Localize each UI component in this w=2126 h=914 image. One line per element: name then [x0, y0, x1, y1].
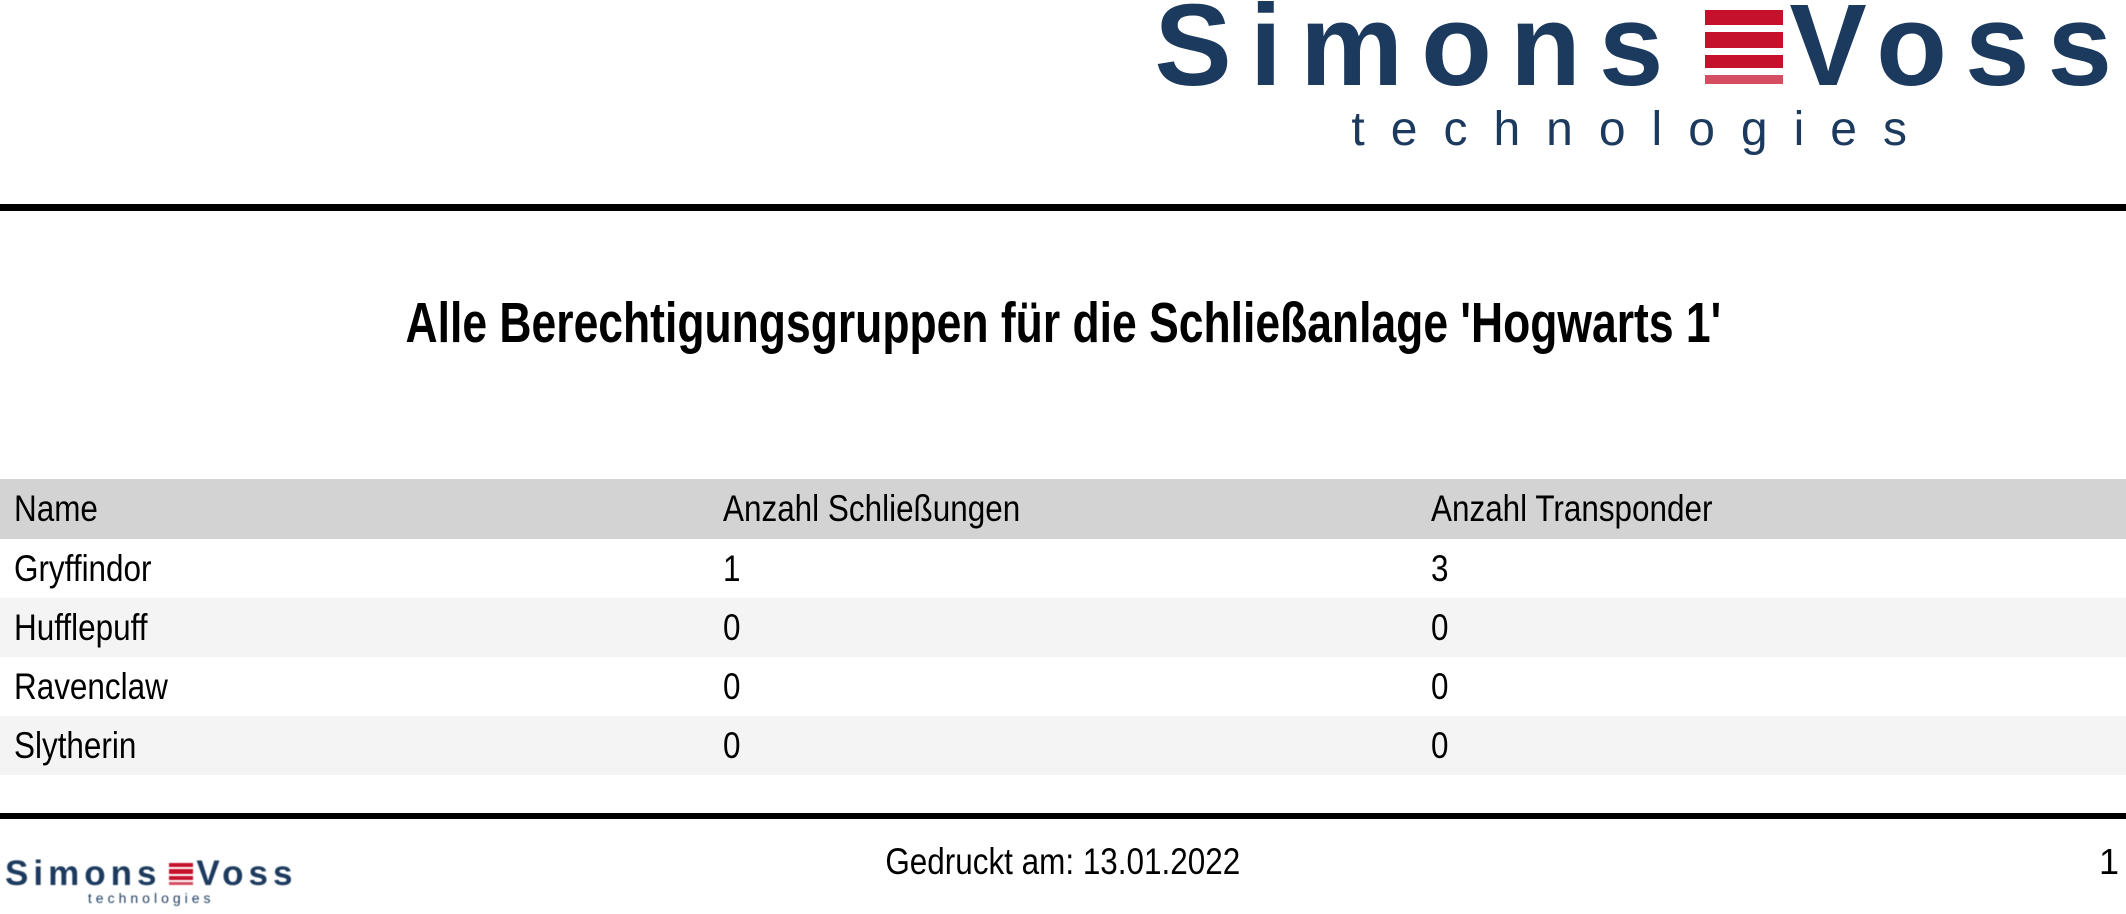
table-row: Gryffindor 1 3 [0, 539, 2126, 598]
logo-technologies-text: technologies [1351, 103, 1933, 156]
cell-group-name: Slytherin [14, 725, 137, 766]
report-title-text: Alle Berechtigungsgruppen für die Schlie… [405, 291, 1721, 355]
printed-date-text: Gedruckt am: 13.01.2022 [885, 841, 1241, 882]
cell-transponders-count: 0 [1431, 607, 1449, 648]
red-bar [169, 869, 194, 874]
footer-divider [0, 813, 2126, 819]
column-header-locks: Anzahl Schließungen [722, 488, 1020, 529]
red-bar [1705, 10, 1784, 25]
cell-transponders-count: 3 [1431, 548, 1449, 589]
page-number: 1 [2098, 841, 2119, 882]
logo-red-bars-icon [1705, 10, 1784, 84]
report-title: Alle Berechtigungsgruppen für die Schlie… [0, 288, 2126, 358]
cell-locks-count: 0 [722, 666, 741, 707]
table-row: Slytherin 0 0 [0, 716, 2126, 775]
logo-simons-text: Simons [5, 854, 162, 893]
table-body: Gryffindor 1 3 Hufflepuff 0 0 Ravenclaw … [0, 539, 2126, 775]
red-bar [169, 876, 194, 880]
cell-transponders-count: 0 [1431, 666, 1449, 707]
cell-group-name: Ravenclaw [14, 666, 168, 707]
header-divider [0, 204, 2126, 211]
red-bar [1705, 75, 1784, 84]
logo-technologies-text: technologies [87, 890, 215, 906]
permissions-table: Name Anzahl Schließungen Anzahl Transpon… [0, 479, 2126, 775]
table-row: Hufflepuff 0 0 [0, 598, 2126, 657]
column-header-name: Name [14, 488, 98, 529]
table-header-row: Name Anzahl Schließungen Anzahl Transpon… [0, 479, 2126, 539]
cell-locks-count: 0 [722, 725, 741, 766]
red-bar [169, 863, 194, 867]
logo-voss-text: Voss [1789, 0, 2126, 111]
cell-locks-count: 1 [722, 548, 741, 589]
logo-simons-text: Simons [1154, 0, 1682, 111]
printed-date: Gedruckt am: 13.01.2022 [0, 840, 2126, 884]
column-header-transponders: Anzahl Transponder [1431, 488, 1713, 529]
simonsvoss-logo: Simons Voss technologies [1154, 0, 2126, 157]
cell-transponders-count: 0 [1431, 725, 1449, 766]
simonsvoss-footer-logo: Simons Voss technologies [5, 854, 298, 906]
logo-voss-text: Voss [196, 854, 298, 893]
table-row: Ravenclaw 0 0 [0, 657, 2126, 716]
red-bar [1705, 32, 1784, 48]
logo-red-bars-icon [169, 861, 194, 885]
simonsvoss-logo-wordmark: Simons Voss [1154, 0, 2126, 111]
red-bar [1705, 55, 1784, 68]
cell-group-name: Gryffindor [14, 548, 152, 589]
cell-group-name: Hufflepuff [14, 607, 148, 648]
red-bar [169, 882, 194, 885]
cell-locks-count: 0 [722, 607, 741, 648]
footer-logo-wordmark: Simons Voss [5, 854, 298, 893]
